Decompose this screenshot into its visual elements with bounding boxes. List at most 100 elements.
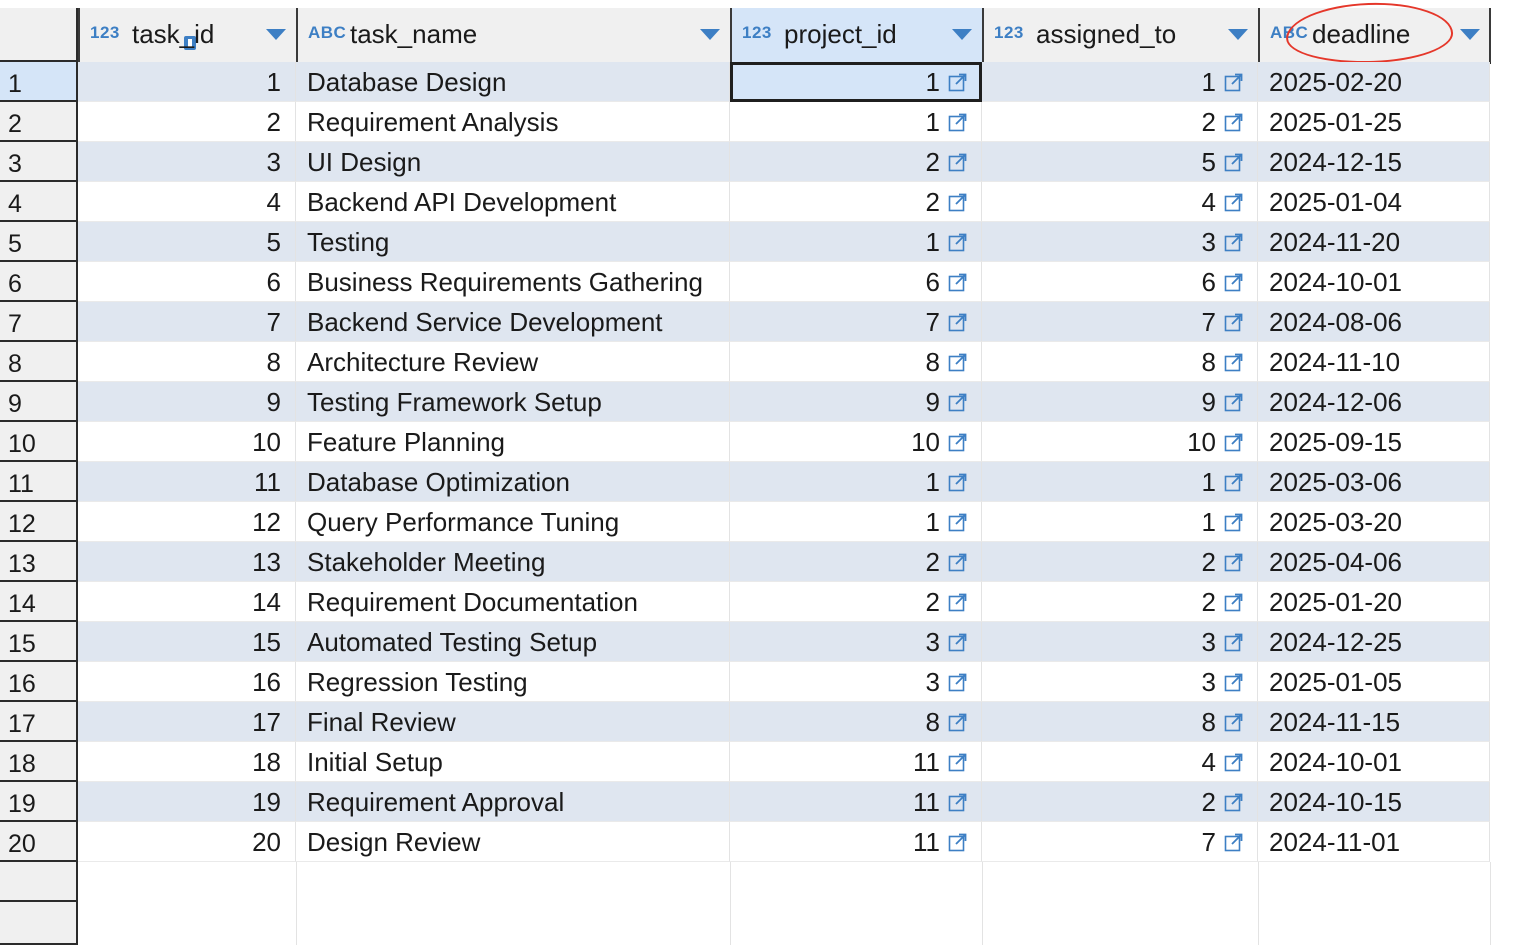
cell-assigned-to[interactable]: 8 [982,342,1258,382]
row-number[interactable]: 2 [0,102,78,142]
table-row[interactable]: 10 10 Feature Planning 10 10 2025-09-15 [0,422,1535,462]
column-header-task-name[interactable]: ABC task_name [296,8,730,62]
cell-deadline[interactable]: 2024-12-06 [1258,382,1490,422]
cell-assigned-to[interactable]: 1 [982,462,1258,502]
corner-cell[interactable] [0,8,78,62]
external-link-icon[interactable] [948,713,967,732]
column-header-deadline[interactable]: ABC deadline [1258,8,1491,62]
cell-project-id[interactable]: 11 [730,782,982,822]
cell-deadline[interactable]: 2024-12-15 [1258,142,1490,182]
row-number[interactable]: 10 [0,422,78,462]
cell-project-id[interactable]: 1 [730,222,982,262]
external-link-icon[interactable] [948,673,967,692]
cell-deadline[interactable]: 2025-03-20 [1258,502,1490,542]
cell-task-id[interactable]: 20 [78,822,296,862]
cell-deadline[interactable]: 2024-12-25 [1258,622,1490,662]
external-link-icon[interactable] [1224,473,1243,492]
row-number[interactable]: 15 [0,622,78,662]
external-link-icon[interactable] [948,793,967,812]
cell-task-id[interactable]: 11 [78,462,296,502]
external-link-icon[interactable] [1224,73,1243,92]
cell-deadline[interactable]: 2024-10-15 [1258,782,1490,822]
external-link-icon[interactable] [1224,713,1243,732]
external-link-icon[interactable] [948,73,967,92]
cell-project-id[interactable]: 1 [730,62,982,102]
external-link-icon[interactable] [1224,593,1243,612]
cell-project-id[interactable]: 1 [730,102,982,142]
row-number[interactable]: 11 [0,462,78,502]
cell-task-id[interactable]: 1 [78,62,296,102]
external-link-icon[interactable] [1224,553,1243,572]
table-row[interactable]: 3 3 UI Design 2 5 2024-12-15 [0,142,1535,182]
external-link-icon[interactable] [948,593,967,612]
table-row[interactable]: 12 12 Query Performance Tuning 1 1 2025-03-20 [0,502,1535,542]
cell-deadline[interactable]: 2025-03-06 [1258,462,1490,502]
table-row[interactable]: 17 17 Final Review 8 8 2024-11-15 [0,702,1535,742]
table-row[interactable]: 19 19 Requirement Approval 11 2 2024-10-15 [0,782,1535,822]
cell-task-name[interactable]: Backend API Development [296,182,730,222]
row-number[interactable]: 20 [0,822,78,862]
cell-task-id[interactable]: 8 [78,342,296,382]
cell-task-name[interactable]: Regression Testing [296,662,730,702]
cell-project-id[interactable]: 1 [730,462,982,502]
cell-project-id[interactable]: 2 [730,542,982,582]
cell-assigned-to[interactable]: 2 [982,582,1258,622]
cell-project-id[interactable]: 2 [730,182,982,222]
table-row[interactable]: 1 1 Database Design 1 1 2025-02-20 [0,62,1535,102]
cell-deadline[interactable]: 2025-01-04 [1258,182,1490,222]
table-row[interactable]: 8 8 Architecture Review 8 8 2024-11-10 [0,342,1535,382]
row-number[interactable]: 9 [0,382,78,422]
cell-deadline[interactable]: 2025-01-25 [1258,102,1490,142]
row-number[interactable]: 3 [0,142,78,182]
cell-project-id[interactable]: 3 [730,622,982,662]
cell-task-id[interactable]: 2 [78,102,296,142]
external-link-icon[interactable] [1224,433,1243,452]
cell-deadline[interactable]: 2025-04-06 [1258,542,1490,582]
cell-assigned-to[interactable]: 9 [982,382,1258,422]
table-row[interactable]: 20 20 Design Review 11 7 2024-11-01 [0,822,1535,862]
cell-task-id[interactable]: 15 [78,622,296,662]
row-number[interactable]: 4 [0,182,78,222]
cell-task-name[interactable]: Feature Planning [296,422,730,462]
cell-task-id[interactable]: 7 [78,302,296,342]
cell-project-id[interactable]: 1 [730,502,982,542]
row-number[interactable]: 6 [0,262,78,302]
external-link-icon[interactable] [1224,673,1243,692]
external-link-icon[interactable] [948,393,967,412]
table-row[interactable]: 4 4 Backend API Development 2 4 2025-01-04 [0,182,1535,222]
column-header-task-id[interactable]: 123 task_id [78,8,296,62]
external-link-icon[interactable] [948,753,967,772]
cell-task-name[interactable]: Testing [296,222,730,262]
external-link-icon[interactable] [1224,793,1243,812]
chevron-down-icon[interactable] [700,29,720,40]
column-header-project-id[interactable]: 123 project_id [730,8,982,62]
cell-task-id[interactable]: 13 [78,542,296,582]
cell-task-name[interactable]: Query Performance Tuning [296,502,730,542]
cell-project-id[interactable]: 7 [730,302,982,342]
cell-task-id[interactable]: 19 [78,782,296,822]
cell-project-id[interactable]: 11 [730,822,982,862]
cell-project-id[interactable]: 2 [730,582,982,622]
cell-task-name[interactable]: Architecture Review [296,342,730,382]
chevron-down-icon[interactable] [1460,29,1480,40]
external-link-icon[interactable] [948,113,967,132]
row-number[interactable]: 7 [0,302,78,342]
external-link-icon[interactable] [948,633,967,652]
cell-assigned-to[interactable]: 4 [982,182,1258,222]
cell-task-id[interactable]: 17 [78,702,296,742]
cell-task-name[interactable]: Requirement Approval [296,782,730,822]
cell-assigned-to[interactable]: 2 [982,102,1258,142]
cell-assigned-to[interactable]: 5 [982,142,1258,182]
external-link-icon[interactable] [1224,513,1243,532]
cell-task-name[interactable]: UI Design [296,142,730,182]
external-link-icon[interactable] [948,553,967,572]
external-link-icon[interactable] [948,273,967,292]
table-row[interactable]: 5 5 Testing 1 3 2024-11-20 [0,222,1535,262]
cell-deadline[interactable]: 2025-09-15 [1258,422,1490,462]
cell-deadline[interactable]: 2025-01-20 [1258,582,1490,622]
external-link-icon[interactable] [1224,193,1243,212]
cell-task-id[interactable]: 14 [78,582,296,622]
table-row[interactable]: 14 14 Requirement Documentation 2 2 2025-01-2… [0,582,1535,622]
row-number[interactable]: 12 [0,502,78,542]
cell-task-id[interactable]: 16 [78,662,296,702]
